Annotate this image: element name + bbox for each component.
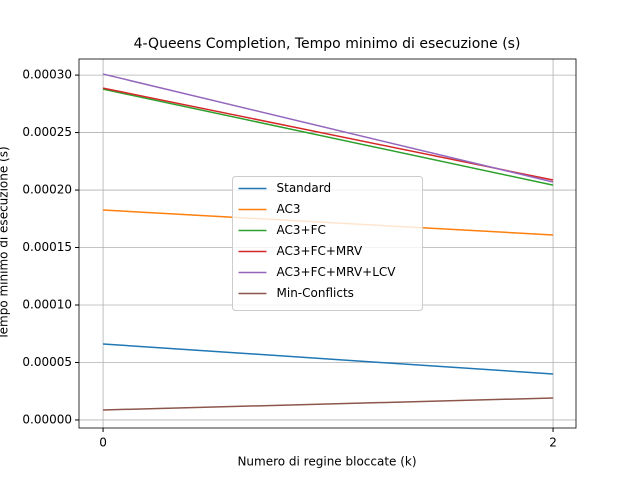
x-tick-label: 2 [549,436,557,450]
legend-label: Standard [277,181,332,195]
series-line [102,73,554,183]
y-tick-label: 0.00025 [22,125,72,139]
legend-label: AC3+FC+MRV+LCV [277,265,397,279]
y-tick-label: 0.00010 [22,298,72,312]
legend-label: AC3+FC [277,223,326,237]
series-line [103,397,554,411]
legend: Standard AC3 AC3+FC AC3+FC+MRV AC3+FC+MRV+LC… [232,176,423,311]
legend-label: Min-Conflicts [277,286,354,300]
x-tick-label: 0 [99,436,107,450]
legend-label: AC3+FC+MRV [277,244,363,258]
y-axis-label: Tempo minimo di esecuzione (s) [0,146,11,340]
series-line [103,343,554,375]
chart-title: 4-Queens Completion, Tempo minimo di ese… [134,36,521,52]
x-axis-label: Numero di regine bloccate (k) [237,455,416,469]
legend-box [232,176,423,311]
y-tick-label: 0.00020 [22,183,72,197]
y-tick-label: 0.00030 [22,68,72,82]
y-tick-label: 0.00015 [22,240,72,254]
legend-label: AC3 [277,202,301,216]
series-line [102,88,554,186]
y-tick-label: 0.00005 [22,355,72,369]
plot-frame [78,58,577,429]
y-tick-label: 0.00000 [22,412,72,426]
